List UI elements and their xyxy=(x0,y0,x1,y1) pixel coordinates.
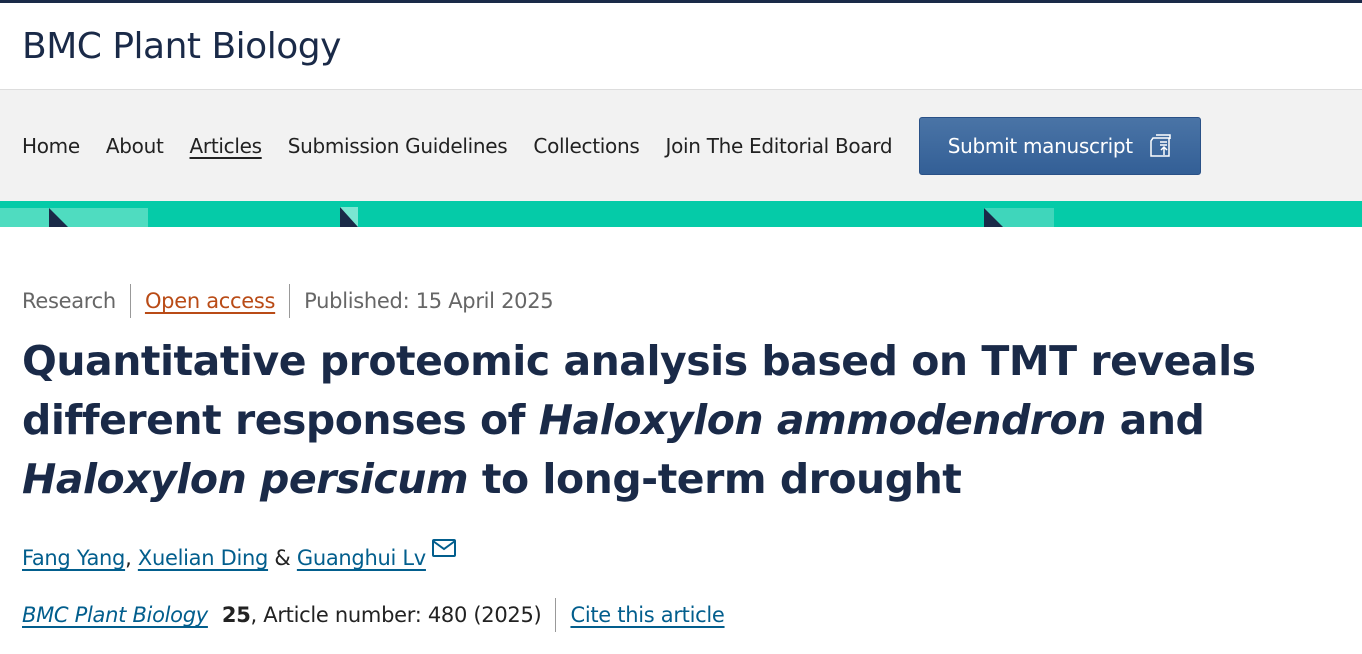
title-text: to long-term drought xyxy=(468,455,962,503)
nav-home[interactable]: Home xyxy=(22,133,80,158)
author-list: Fang Yang, Xuelian Ding & Guanghui Lv xyxy=(22,539,1340,570)
journal-header: BMC Plant Biology xyxy=(0,3,1362,90)
divider xyxy=(555,598,557,632)
article-header: Research Open access Published: 15 April… xyxy=(0,227,1362,632)
article-title: Quantitative proteomic analysis based on… xyxy=(22,332,1322,509)
nav-collections[interactable]: Collections xyxy=(533,133,640,158)
journal-link[interactable]: BMC Plant Biology xyxy=(22,603,208,627)
separator: & xyxy=(268,546,297,570)
submit-label: Submit manuscript xyxy=(947,133,1133,158)
open-access-link[interactable]: Open access xyxy=(144,289,276,313)
top-border xyxy=(0,0,1362,3)
author-link[interactable]: Guanghui Lv xyxy=(296,546,426,570)
published-date: Published: 15 April 2025 xyxy=(304,289,554,313)
volume: 25 xyxy=(221,603,251,627)
author-link[interactable]: Xuelian Ding xyxy=(137,546,269,570)
separator: , xyxy=(125,546,138,570)
nav-articles[interactable]: Articles xyxy=(189,133,262,158)
journal-name: BMC Plant Biology xyxy=(22,603,208,627)
cite-this-article-link[interactable]: Cite this article xyxy=(570,603,725,627)
decorative-banner xyxy=(0,201,1362,227)
title-species-2: Haloxylon persicum xyxy=(22,455,469,503)
submit-manuscript-button[interactable]: Submit manuscript xyxy=(919,116,1202,175)
nav-join-editorial-board[interactable]: Join The Editorial Board xyxy=(665,133,893,158)
title-text: Quantitative proteomic analysis based on… xyxy=(22,337,1256,444)
nav-submission-guidelines[interactable]: Submission Guidelines xyxy=(287,133,508,158)
citation-line: BMC Plant Biology 25 , Article number: 4… xyxy=(22,598,1340,632)
article-type: Research xyxy=(22,289,116,313)
article-meta: Research Open access Published: 15 April… xyxy=(22,284,1340,318)
divider xyxy=(289,284,291,318)
main-nav: Home About Articles Submission Guideline… xyxy=(0,90,1362,201)
title-species-1: Haloxylon ammodendron xyxy=(538,396,1107,444)
email-icon[interactable] xyxy=(432,539,457,557)
banner-pattern xyxy=(0,207,1054,227)
nav-about[interactable]: About xyxy=(105,133,164,158)
article-number: , Article number: 480 (2025) xyxy=(250,603,542,627)
author-link[interactable]: Fang Yang xyxy=(22,546,126,570)
submit-upload-icon xyxy=(1150,133,1171,157)
journal-logo[interactable]: BMC Plant Biology xyxy=(22,25,341,67)
title-text: and xyxy=(1105,396,1205,444)
divider xyxy=(129,284,131,318)
